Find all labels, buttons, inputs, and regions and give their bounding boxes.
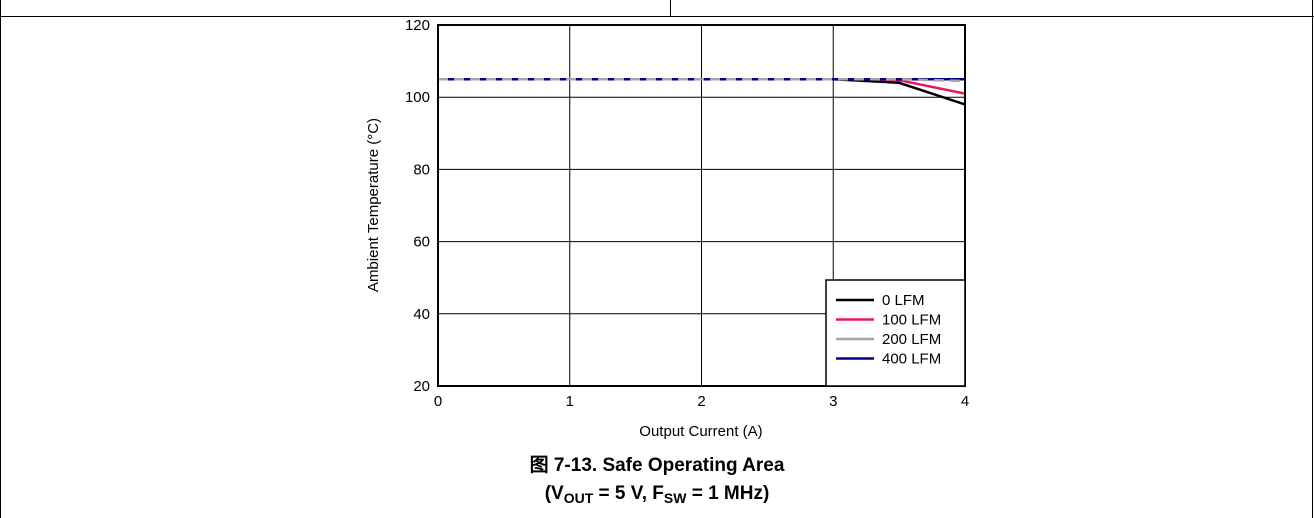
series-layer — [438, 77, 966, 106]
x-axis-label: Output Current (A) — [639, 423, 762, 440]
y-tick-label: 120 — [405, 17, 430, 34]
x-tick-label: 1 — [566, 393, 574, 410]
caption-vout-subscript: OUT — [563, 490, 594, 506]
legend-label: 200 LFM — [882, 331, 941, 348]
figure-caption-conditions: (VOUT = 5 V, FSW = 1 MHz) — [0, 482, 1314, 510]
x-tick-label: 3 — [829, 393, 837, 410]
safe-operating-area-chart: 0 1 2 3 4 20 40 60 80 100 120 Output Current (A) A… — [365, 17, 969, 440]
y-tick-label: 80 — [413, 161, 430, 178]
x-tick-label: 4 — [961, 393, 969, 410]
y-tick-label: 100 — [405, 89, 430, 106]
series-line-200-lfm — [438, 77, 966, 83]
plot-area-frame — [437, 24, 966, 387]
legend-label: 0 LFM — [882, 292, 925, 309]
y-tick-label: 20 — [413, 378, 430, 395]
caption-open: (V — [544, 483, 564, 504]
legend-box — [825, 279, 966, 387]
figure-caption-title: 图 7-13. Safe Operating Area — [0, 454, 1314, 478]
x-tick-label: 2 — [697, 393, 705, 410]
y-axis-label: Ambient Temperature (°C) — [365, 118, 382, 292]
legend-label: 100 LFM — [882, 312, 941, 329]
top-table-divider — [670, 0, 671, 16]
caption-mid: = 5 V, F — [593, 483, 664, 504]
legend: 0 LFM 100 LFM 200 LFM 400 LFM — [825, 279, 966, 387]
tick-labels: 0 1 2 3 4 20 40 60 80 100 120 — [405, 17, 969, 410]
y-tick-label: 60 — [413, 234, 430, 251]
caption-fsw-subscript: SW — [663, 490, 687, 506]
figure-caption-label: 图 7-13. Safe Operating Area — [529, 455, 785, 476]
y-tick-label: 40 — [413, 306, 430, 323]
top-table-rule — [0, 16, 1314, 17]
caption-close: = 1 MHz) — [686, 483, 770, 504]
x-tick-label: 0 — [434, 393, 442, 410]
legend-label: 400 LFM — [882, 351, 941, 368]
